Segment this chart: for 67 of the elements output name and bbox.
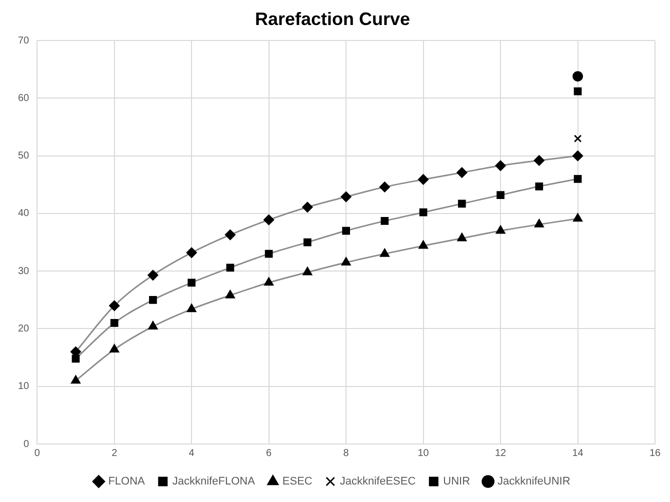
point	[574, 134, 582, 142]
point	[186, 304, 196, 312]
x-tick-label: 8	[343, 448, 350, 459]
point	[226, 290, 235, 298]
legend-label: UNIR	[443, 476, 470, 488]
point	[534, 219, 544, 228]
point	[342, 226, 350, 235]
x-tick-label: 2	[112, 448, 118, 459]
y-tick-label: 70	[18, 35, 30, 46]
point	[574, 87, 582, 96]
point	[495, 160, 506, 171]
x-tick-label: 16	[649, 448, 661, 459]
point	[110, 319, 118, 327]
legend-label: JackknifeUNIR	[498, 476, 570, 488]
point	[264, 214, 274, 226]
point	[535, 182, 544, 190]
x-tick-label: 10	[418, 448, 430, 459]
point	[418, 174, 429, 185]
point	[496, 226, 506, 234]
point	[496, 191, 504, 199]
point	[534, 155, 544, 166]
point	[418, 240, 428, 249]
point	[341, 257, 351, 266]
y-tick-label: 0	[24, 438, 30, 450]
x-tick-label: 6	[266, 448, 272, 459]
legend-label: FLONA	[108, 476, 146, 488]
y-tick-label: 20	[18, 323, 30, 334]
point	[109, 300, 120, 311]
point	[572, 71, 584, 82]
point	[186, 247, 197, 258]
point	[302, 267, 312, 276]
point	[148, 321, 158, 330]
point	[226, 264, 234, 272]
legend-label: ESEC	[282, 476, 312, 488]
chart-title: Rarefaction Curve	[254, 8, 410, 29]
y-tick-label: 40	[18, 208, 30, 220]
point	[574, 174, 582, 183]
point	[456, 167, 468, 178]
point	[380, 248, 390, 257]
point	[573, 213, 582, 222]
x-tick-label: 4	[188, 448, 195, 459]
point	[149, 296, 157, 304]
point	[458, 200, 466, 208]
y-tick-label: 10	[18, 381, 30, 392]
point	[304, 238, 312, 246]
point	[457, 233, 467, 242]
point	[302, 202, 313, 212]
point	[264, 277, 274, 286]
point	[110, 344, 120, 352]
legend-label: JackknifeESEC	[340, 476, 416, 488]
point	[380, 217, 389, 225]
x-tick-label: 0	[34, 448, 40, 459]
point	[148, 270, 158, 280]
point	[572, 150, 584, 162]
point	[419, 208, 428, 216]
y-tick-label: 30	[18, 266, 30, 277]
point	[224, 230, 236, 240]
point	[71, 375, 80, 384]
x-tick-label: 12	[494, 448, 507, 459]
point	[264, 250, 273, 258]
x-tick-label: 14	[572, 448, 584, 459]
point	[379, 182, 390, 192]
point	[188, 278, 196, 287]
legend-label: JackknifeFLONA	[172, 476, 256, 488]
y-tick-label: 60	[18, 92, 30, 104]
point	[340, 192, 352, 202]
y-tick-label: 50	[18, 150, 30, 162]
